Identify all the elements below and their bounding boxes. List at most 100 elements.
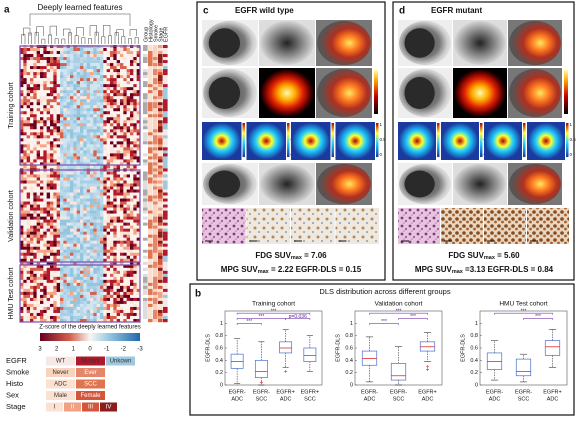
heatmap-cell	[60, 141, 64, 144]
heatmap-cell	[127, 135, 131, 138]
heatmap-cell	[27, 244, 31, 247]
heatmap-cell	[53, 310, 57, 313]
heatmap-cell	[133, 193, 137, 196]
heatmap-cell	[127, 144, 131, 147]
heatmap-cell	[40, 199, 44, 202]
heatmap-cell	[127, 307, 131, 310]
heatmap-cell	[40, 84, 44, 87]
heatmap-cell	[93, 102, 97, 105]
heatmap-cell	[120, 280, 124, 283]
heatmap-cell	[97, 126, 101, 129]
annotation-cell	[158, 250, 163, 253]
heatmap-cell	[30, 283, 34, 286]
heatmap-cell	[57, 111, 61, 114]
heatmap-cell	[130, 214, 134, 217]
heatmap-cell	[40, 111, 44, 114]
heatmap-cell	[127, 120, 131, 123]
heatmap-cell	[100, 123, 104, 126]
heatmap-cell	[27, 298, 31, 301]
annotation-cell	[148, 244, 153, 247]
heatmap-cell	[40, 90, 44, 93]
heatmap-cell	[130, 75, 134, 78]
heatmap-cell	[123, 96, 127, 99]
heatmap-cell	[63, 277, 67, 280]
heatmap-cell	[37, 307, 41, 310]
heatmap-cell	[90, 244, 94, 247]
annotation-cell	[143, 250, 148, 253]
heatmap-cell	[107, 165, 111, 168]
heatmap-cell	[37, 268, 41, 271]
heatmap-cell	[100, 208, 104, 211]
annotation-cell	[148, 54, 153, 57]
heatmap-cell	[113, 205, 117, 208]
heatmap-cell	[27, 292, 31, 295]
y-tick-label: 0.2	[215, 370, 223, 376]
heatmap-cell	[113, 132, 117, 135]
heatmap-cell	[47, 196, 51, 199]
heatmap-cell	[67, 93, 71, 96]
heatmap-cell	[100, 235, 104, 238]
heatmap-cell	[90, 310, 94, 313]
heatmap-cell	[67, 99, 71, 102]
heatmap-cell	[37, 111, 41, 114]
annotation-cell	[148, 51, 153, 54]
heatmap-cell	[57, 63, 61, 66]
heatmap-cell	[93, 159, 97, 162]
annotation-cell	[158, 316, 163, 319]
annotation-cell	[158, 132, 163, 135]
heatmap-cell	[87, 184, 91, 187]
heatmap-cell	[67, 135, 71, 138]
heatmap-cell	[80, 66, 84, 69]
heatmap-cell	[103, 54, 107, 57]
heatmap-cell	[90, 301, 94, 304]
heatmap-cell	[77, 120, 81, 123]
annotation-cell	[153, 301, 158, 304]
heatmap-cell	[97, 190, 101, 193]
heatmap-cell	[37, 63, 41, 66]
heatmap-cell	[43, 105, 47, 108]
heatmap-cell	[123, 117, 127, 120]
heatmap-cell	[57, 283, 61, 286]
heatmap-cell	[130, 208, 134, 211]
heatmap-cell	[47, 295, 51, 298]
heatmap-cell	[50, 256, 54, 259]
heatmap-cell	[83, 141, 87, 144]
heatmap-cell	[30, 223, 34, 226]
heatmap-cell	[33, 316, 37, 319]
heatmap-cell	[130, 90, 134, 93]
heatmap-cell	[70, 60, 74, 63]
heatmap-cell	[117, 177, 121, 180]
heatmap-cell	[30, 150, 34, 153]
heatmap-cell	[77, 196, 81, 199]
heatmap-cell	[130, 87, 134, 90]
heatmap-cell	[30, 235, 34, 238]
heatmap-cell	[37, 208, 41, 211]
heatmap-cell	[50, 66, 54, 69]
heatmap-cell	[47, 283, 51, 286]
heatmap-cell	[33, 274, 37, 277]
heatmap-cell	[130, 180, 134, 183]
heatmap-cell	[23, 117, 27, 120]
heatmap-cell	[30, 205, 34, 208]
colorbar-tick: 2	[55, 347, 59, 353]
heatmap-cell	[110, 93, 114, 96]
heatmap-cell	[43, 244, 47, 247]
annotation-cell	[153, 51, 158, 54]
heatmap-cell	[73, 72, 77, 75]
heatmap-cell	[103, 105, 107, 108]
heatmap-cell	[47, 286, 51, 289]
heatmap-cell	[117, 286, 121, 289]
heatmap-cell	[53, 75, 57, 78]
heatmap-cell	[50, 84, 54, 87]
heatmap-cell	[87, 78, 91, 81]
heatmap-cell	[23, 307, 27, 310]
heatmap-cell	[83, 144, 87, 147]
heatmap-cell	[120, 174, 124, 177]
heatmap-cell	[47, 220, 51, 223]
heatmap-cell	[27, 211, 31, 214]
heatmap-cell	[87, 304, 91, 307]
annotation-cell	[163, 171, 168, 174]
heatmap-cell	[97, 138, 101, 141]
heatmap-cell	[100, 81, 104, 84]
x-tick-label: ADC	[422, 396, 434, 402]
